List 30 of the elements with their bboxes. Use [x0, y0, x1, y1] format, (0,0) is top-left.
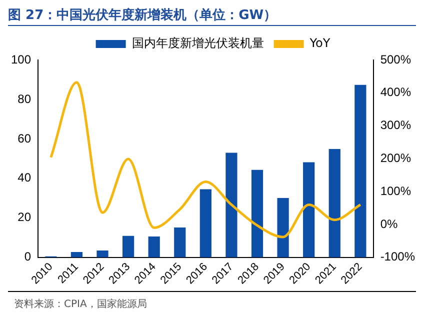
bar	[148, 236, 160, 258]
y2-tick-label: 200%	[380, 150, 412, 165]
bar	[226, 152, 238, 258]
y2-tick-label: 300%	[380, 118, 412, 132]
bar	[122, 236, 134, 258]
y2-tick-label: 400%	[380, 85, 412, 100]
y2-tick-label: -100%	[380, 250, 416, 264]
y-tick-label: 20	[18, 210, 32, 224]
bar	[277, 198, 289, 258]
bar	[200, 189, 212, 258]
chart-title: 图 27：中国光伏年度新增装机（单位：GW）	[8, 6, 277, 24]
bar	[354, 84, 366, 258]
legend-label: 国内年度新增光伏装机量	[132, 36, 264, 50]
y-tick-label: 40	[18, 170, 32, 185]
legend-label: YoY	[308, 36, 331, 50]
bar	[303, 162, 315, 258]
bar	[328, 149, 340, 258]
text: 资料来源：CPIA，国家能源局	[14, 298, 147, 311]
bar	[174, 228, 186, 258]
bar	[70, 252, 83, 258]
y2-tick-label: 0%	[380, 216, 398, 231]
bar	[96, 250, 108, 258]
bar	[251, 170, 264, 258]
y-tick-label: 60	[18, 131, 32, 146]
y-tick-label: 100	[10, 52, 32, 66]
line-series	[50, 81, 362, 238]
y2-tick-label: 500%	[380, 52, 412, 66]
y-tick-label: 0	[24, 250, 32, 264]
y-tick-label: 80	[18, 92, 32, 106]
y2-tick-label: 100%	[380, 184, 412, 198]
